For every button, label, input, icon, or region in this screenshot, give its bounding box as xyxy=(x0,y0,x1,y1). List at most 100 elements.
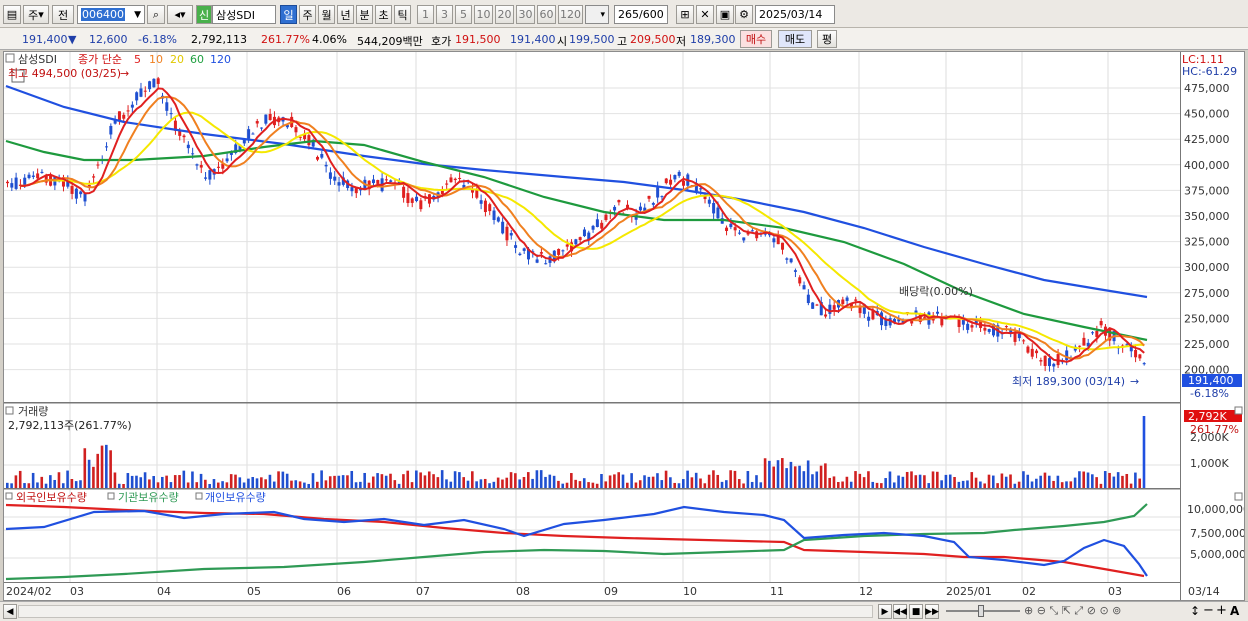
stop-icon[interactable]: ■ xyxy=(909,604,923,619)
minute-30[interactable]: 30 xyxy=(516,5,535,24)
volume-bar xyxy=(806,460,810,488)
volume-panel-close-icon[interactable] xyxy=(1234,406,1243,415)
candle-body xyxy=(880,312,884,326)
volume-bar xyxy=(1095,477,1098,488)
candle-body xyxy=(251,133,255,135)
volume-bar xyxy=(621,474,625,488)
volume-bar xyxy=(341,475,345,488)
volume-bar xyxy=(117,483,121,488)
candle-body xyxy=(746,232,750,235)
volume-bar xyxy=(802,471,806,488)
candle-body xyxy=(617,200,621,203)
crosshair-icon[interactable]: ✕ xyxy=(696,5,714,24)
volume-bar xyxy=(281,471,285,488)
volume-bar xyxy=(656,473,659,488)
window-menu-icon[interactable]: ▤ xyxy=(3,5,21,24)
period-second[interactable]: 초 xyxy=(375,5,392,24)
candle-body xyxy=(229,152,233,155)
minute-60[interactable]: 60 xyxy=(537,5,556,24)
volume-bar xyxy=(328,476,332,488)
volume-ratio: 261.77% xyxy=(261,33,310,46)
candle-body xyxy=(341,177,345,185)
volume-bar xyxy=(875,482,879,488)
candle-body xyxy=(936,311,940,314)
avg-button[interactable]: 평 xyxy=(817,30,837,48)
font-size-icon[interactable]: A xyxy=(1230,604,1240,618)
save-icon[interactable]: ▣ xyxy=(716,5,734,24)
volume-bar xyxy=(1030,481,1034,488)
type-select[interactable]: 주 ▾ xyxy=(23,5,49,24)
period-year-label: 년 xyxy=(340,8,351,22)
candle-body xyxy=(673,175,677,180)
candle-body xyxy=(776,234,780,245)
volume-bar xyxy=(475,481,478,488)
minute-10[interactable]: 10 xyxy=(474,5,493,24)
volume-bar xyxy=(914,475,918,488)
volume-panel-menu-icon[interactable] xyxy=(5,406,14,415)
period-day[interactable]: 일 xyxy=(280,5,297,24)
volume-bar xyxy=(987,474,991,488)
grid-toggle-icon[interactable] xyxy=(11,69,25,83)
volume-bar xyxy=(755,475,758,488)
top-toolbar: ▤ 주 ▾ 전 006400 ▼ ⌕ ◂▾ 신 삼성SDI 일 주 월 년 분 초… xyxy=(0,0,1248,28)
volume-bar xyxy=(445,479,448,488)
count-field[interactable]: 265/600 xyxy=(614,5,668,24)
search-icon[interactable]: ⌕ xyxy=(147,5,165,24)
date-field[interactable]: 2025/03/14 xyxy=(755,5,835,24)
volume-bar xyxy=(70,479,74,488)
minute-3[interactable]: 3 xyxy=(436,5,453,24)
volume-bar xyxy=(96,453,100,488)
forward-icon[interactable]: ▶▶ xyxy=(925,604,939,619)
volume-bar xyxy=(462,477,465,488)
minute-20[interactable]: 20 xyxy=(495,5,514,24)
volume-bar xyxy=(923,475,926,488)
period-minute[interactable]: 분 xyxy=(356,5,373,24)
sell-button[interactable]: 매도 xyxy=(778,30,812,48)
period-tick[interactable]: 틱 xyxy=(394,5,411,24)
candle-body xyxy=(970,325,974,328)
period-month-label: 월 xyxy=(321,8,332,22)
candle-body xyxy=(669,179,673,185)
volume-bar xyxy=(858,473,862,488)
chart-area[interactable]: 삼성SDI 종가 단순 5 10 20 60 120 최고 494,500 (0… xyxy=(3,51,1248,601)
volume-bar xyxy=(40,476,44,488)
holder-panel-close-icon[interactable] xyxy=(1234,492,1243,501)
candle-body xyxy=(415,196,419,202)
zoom-out-icon[interactable]: ↕ xyxy=(1190,604,1201,618)
scroll-left-icon[interactable]: ◀ xyxy=(3,604,17,619)
candle-body xyxy=(178,130,182,136)
period-week[interactable]: 주 xyxy=(299,5,316,24)
minute-120[interactable]: 120 xyxy=(558,5,583,24)
plus-icon[interactable]: + xyxy=(1216,603,1227,618)
volume-bar xyxy=(983,483,986,488)
candle-body xyxy=(337,182,341,186)
settings-gear-icon[interactable]: ⚙ xyxy=(735,5,753,24)
minus-icon[interactable]: − xyxy=(1203,603,1214,618)
period-year[interactable]: 년 xyxy=(337,5,354,24)
prev-button[interactable]: 전 xyxy=(52,5,74,24)
drawing-tools-icon[interactable]: ⊕ ⊖ ⤡ ⇱ ⤢ ⊘ ⊙ ⊚ xyxy=(1024,604,1122,617)
stock-code-input[interactable]: 006400 ▼ xyxy=(77,5,145,24)
code-dropdown-icon[interactable]: ▼ xyxy=(134,9,141,20)
period-month[interactable]: 월 xyxy=(318,5,335,24)
volume-bar xyxy=(79,480,82,488)
volume-bar xyxy=(824,463,827,488)
minute-5[interactable]: 5 xyxy=(455,5,472,24)
sound-icon[interactable]: ◂▾ xyxy=(167,5,193,24)
stock-chart-svg[interactable]: 삼성SDI 종가 단순 5 10 20 60 120 최고 494,500 (0… xyxy=(4,52,1248,600)
bottom-scrollbar[interactable]: ◀ ▶ ◀◀ ■ ▶▶ ⊕ ⊖ ⤡ ⇱ ⤢ ⊘ ⊙ ⊚ ↕ − + A xyxy=(0,601,1248,621)
candle-body xyxy=(755,231,759,239)
rewind-icon[interactable]: ◀◀ xyxy=(893,604,907,619)
holder-panel-menu-icon[interactable] xyxy=(5,492,13,500)
panel-menu-icon[interactable] xyxy=(5,53,15,63)
zoom-slider-handle[interactable] xyxy=(978,605,984,617)
minute-1[interactable]: 1 xyxy=(417,5,434,24)
candle-body xyxy=(105,146,109,148)
scroll-track[interactable] xyxy=(18,605,873,618)
company-name-field[interactable]: 삼성SDI xyxy=(212,5,276,24)
bar-chart-icon[interactable]: ⊞ xyxy=(676,5,694,24)
scroll-right-icon[interactable]: ▶ xyxy=(878,604,892,619)
minute-custom-select[interactable]: ▾ xyxy=(585,5,609,24)
x-label-09: 09 xyxy=(604,585,618,598)
buy-button[interactable]: 매수 xyxy=(740,30,772,48)
